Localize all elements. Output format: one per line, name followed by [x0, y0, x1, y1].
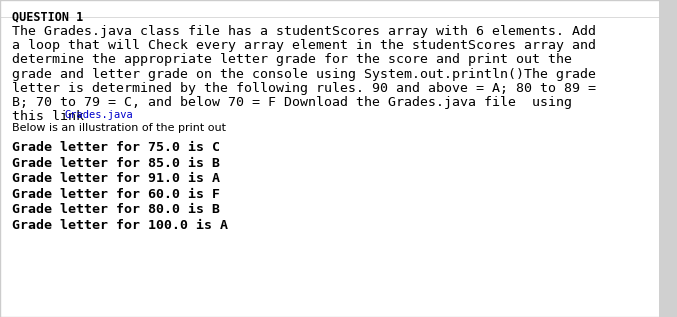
Text: Grade letter for 80.0 is B: Grade letter for 80.0 is B [12, 203, 220, 216]
Text: Grade letter for 85.0 is B: Grade letter for 85.0 is B [12, 157, 220, 170]
Text: determine the appropriate letter grade for the score and print out the: determine the appropriate letter grade f… [12, 53, 572, 66]
Text: letter is determined by the following rules. 90 and above = A; 80 to 89 =: letter is determined by the following ru… [12, 82, 596, 95]
Text: grade and letter grade on the console using System.out.println()The grade: grade and letter grade on the console us… [12, 68, 596, 81]
Text: this link: this link [12, 110, 92, 123]
Text: Grade letter for 91.0 is A: Grade letter for 91.0 is A [12, 172, 220, 185]
Text: The Grades.java class file has a studentScores array with 6 elements. Add: The Grades.java class file has a student… [12, 25, 596, 38]
Text: a loop that will Check every array element in the studentScores array and: a loop that will Check every array eleme… [12, 39, 596, 52]
Text: QUESTION 1: QUESTION 1 [12, 10, 83, 23]
FancyBboxPatch shape [659, 0, 677, 317]
Text: Grades.java: Grades.java [64, 110, 133, 120]
Text: Below is an illustration of the print out: Below is an illustration of the print ou… [12, 123, 226, 133]
Text: Grade letter for 100.0 is A: Grade letter for 100.0 is A [12, 219, 228, 232]
Text: B; 70 to 79 = C, and below 70 = F Download the Grades.java file  using: B; 70 to 79 = C, and below 70 = F Downlo… [12, 96, 572, 109]
Text: Grade letter for 75.0 is C: Grade letter for 75.0 is C [12, 141, 220, 154]
Text: Grade letter for 60.0 is F: Grade letter for 60.0 is F [12, 188, 220, 201]
